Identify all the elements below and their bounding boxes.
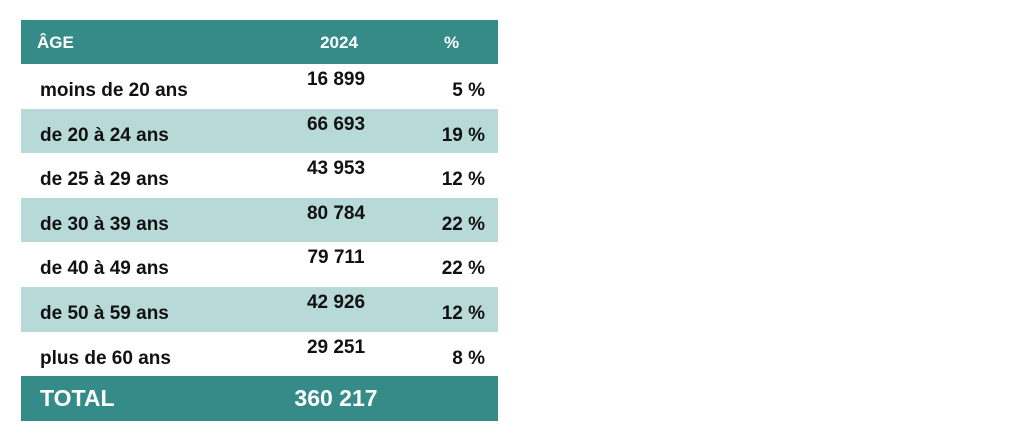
count-value: 29 251: [306, 336, 366, 358]
percent-value: 12 %: [441, 169, 485, 191]
table-row: de 50 à 59 ans 42 926 12 %: [21, 286, 498, 332]
age-label: moins de 20 ans: [40, 80, 188, 101]
age-label: de 50 à 59 ans: [40, 302, 169, 324]
table-row: de 40 à 49 ans 79 711 22 %: [21, 242, 498, 287]
percent-value: 22 %: [441, 258, 485, 280]
percent-value: 8 %: [452, 347, 485, 369]
age-label: de 20 à 24 ans: [40, 124, 169, 146]
count-value: 80 784: [306, 202, 366, 224]
total-row: TOTAL 360 217: [21, 376, 498, 422]
table-body: moins de 20 ans 16 899 5 % de 20 à 24 ans 66…: [21, 64, 498, 376]
count-value: 42 926: [306, 291, 366, 313]
percent-value: 12 %: [441, 302, 485, 324]
header-row: ÂGE 2024 %: [21, 20, 498, 64]
age-label: de 30 à 39 ans: [40, 213, 169, 235]
header-cell: 2024: [320, 33, 358, 52]
age-label: plus de 60 ans: [40, 347, 171, 369]
count-value: 66 693: [306, 113, 366, 135]
percent-value: 5 %: [452, 80, 485, 101]
table-row: plus de 60 ans 29 251 8 %: [21, 332, 498, 377]
count-value: 79 711: [307, 247, 365, 269]
percent-value: 19 %: [441, 124, 485, 146]
age-label: de 25 à 29 ans: [40, 169, 169, 191]
table-row: de 25 à 29 ans 43 953 12 %: [21, 153, 498, 198]
header-cell: %: [444, 33, 460, 52]
table-row: de 20 à 24 ans 66 693 19 %: [21, 108, 498, 154]
age-table: ÂGE 2024 % moins de 20 ans 16 899 5 % de 20…: [21, 20, 498, 422]
total-label: TOTAL: [40, 385, 115, 412]
table-row: moins de 20 ans 16 899 5 %: [21, 64, 498, 109]
table-row: de 30 à 39 ans 80 784 22 %: [21, 197, 498, 243]
total-value: 360 217: [294, 385, 378, 412]
age-label: de 40 à 49 ans: [40, 258, 169, 280]
percent-value: 22 %: [441, 213, 485, 235]
count-value: 16 899: [306, 69, 366, 90]
header-cell: ÂGE: [37, 33, 74, 52]
count-value: 43 953: [306, 158, 366, 180]
